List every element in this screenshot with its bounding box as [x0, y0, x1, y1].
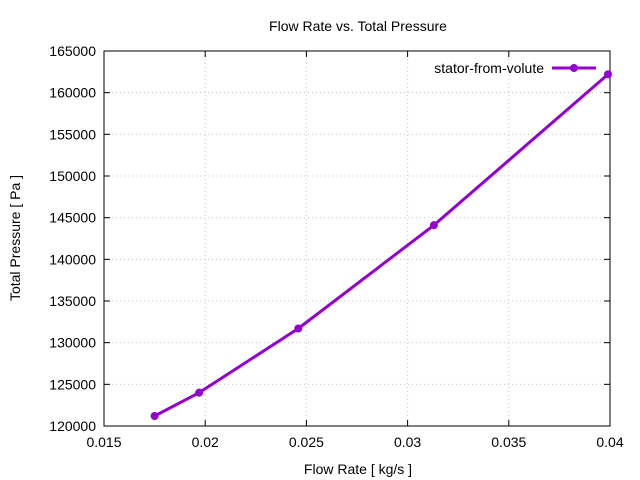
- axis-ticks: [103, 50, 611, 427]
- series-line: [153, 73, 609, 418]
- x-tick-label: 0.02: [192, 434, 219, 450]
- data-point: [195, 388, 204, 397]
- y-tick-label: 140000: [49, 251, 96, 267]
- y-tick-label: 145000: [49, 210, 96, 226]
- legend-marker: [570, 64, 578, 72]
- legend-label: stator-from-volute: [434, 60, 544, 76]
- data-point: [150, 412, 159, 420]
- grid-lines: [104, 51, 610, 426]
- y-axis-tick-labels: 120000 125000 130000 135000 140000 145000 1500…: [49, 43, 96, 434]
- data-point: [429, 221, 438, 230]
- legend: stator-from-volute: [434, 60, 596, 76]
- data-point: [603, 70, 612, 79]
- y-tick-label: 165000: [49, 43, 96, 59]
- x-axis-title: Flow Rate [ kg/s ]: [304, 461, 412, 477]
- y-tick-label: 160000: [49, 85, 96, 101]
- x-tick-label: 0.025: [289, 434, 324, 450]
- y-tick-label: 120000: [49, 418, 96, 434]
- chart-title: Flow Rate vs. Total Pressure: [269, 18, 447, 34]
- y-tick-label: 125000: [49, 376, 96, 392]
- x-tick-label: 0.035: [491, 434, 526, 450]
- x-axis-tick-labels: 0.015 0.02 0.025 0.03 0.035 0.04: [86, 434, 623, 450]
- y-tick-label: 155000: [49, 126, 96, 142]
- x-tick-label: 0.03: [394, 434, 421, 450]
- x-tick-label: 0.015: [86, 434, 121, 450]
- y-tick-label: 130000: [49, 335, 96, 351]
- x-tick-label: 0.04: [596, 434, 623, 450]
- y-axis-title: Total Pressure [ Pa ]: [7, 175, 23, 301]
- data-point: [294, 324, 303, 333]
- y-tick-label: 135000: [49, 293, 96, 309]
- y-tick-label: 150000: [49, 168, 96, 184]
- plot-frame: [103, 50, 611, 427]
- series-layer: [150, 70, 612, 420]
